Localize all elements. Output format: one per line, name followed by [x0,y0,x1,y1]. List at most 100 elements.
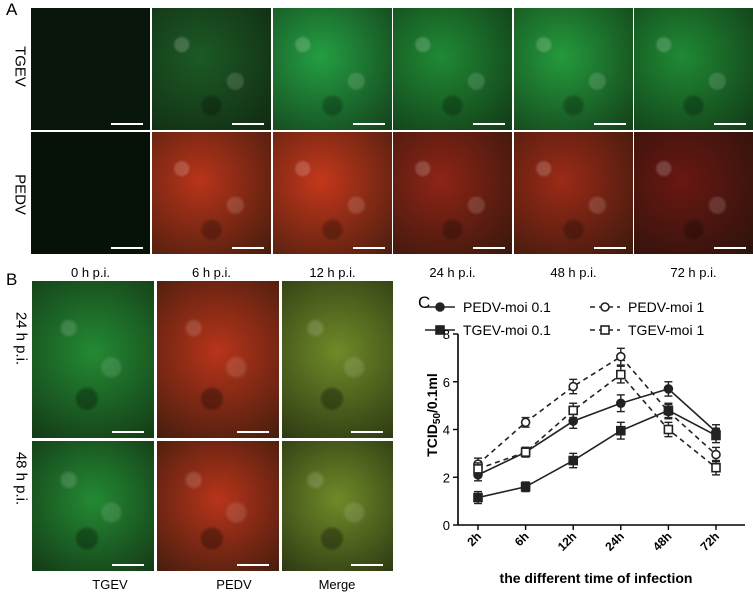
x-tick-label: 48h [650,529,675,554]
y-tick-label: 2 [443,470,450,485]
pedv-micrograph-4 [514,132,633,254]
scale-bar [473,247,505,249]
series-0 [473,381,721,482]
series-line-3 [477,373,717,470]
series-2 [473,402,721,505]
y-tick-label: 6 [443,375,450,390]
data-point [711,449,721,460]
legend-label: PEDV-moi 1 [628,299,704,315]
pedv-micrograph-3 [393,132,512,254]
scale-bar [353,247,385,249]
panel-label-a: A [6,0,18,19]
data-point [616,425,626,436]
tgev-micrograph-3 [393,8,512,130]
data-point [568,416,578,426]
col-label-merge: Merge [318,577,356,592]
merge-micrograph-48h [282,441,393,571]
legend-swatch-marker [435,302,445,312]
scale-bar [112,431,144,433]
pedv-micrograph-2 [273,132,392,254]
legend-swatch-marker [600,325,610,335]
x-tick-label: 24h [602,529,627,554]
data-point [473,492,483,503]
tgev-micrograph-5 [634,8,753,130]
pedv-micrograph-0 [31,132,150,254]
series-line-2 [477,409,717,499]
scale-bar [353,123,385,125]
pedv-micrograph-24h [157,281,279,438]
timepoint-label-5: 72 h p.i. [670,265,717,280]
tgev-micrograph-2 [273,8,392,130]
data-point [663,384,674,394]
data-point [663,405,674,416]
chart-legend: PEDV-moi 0.1 PEDV-moi 1 TGEV-moi 0.1 TGEV-m… [425,299,704,338]
scale-bar [351,564,383,566]
data-point [616,398,626,409]
scale-bar [111,247,143,249]
chart-axes: 0 2 4 6 8 2h 6h 12h 24h 48h 72h [443,327,745,554]
scale-bar [232,247,264,249]
panel-label-b: B [6,270,18,289]
scale-bar [473,123,505,125]
timepoint-label-2: 12 h p.i. [309,265,356,280]
scale-bar [112,564,144,566]
y-tick-label: 0 [443,518,450,533]
legend-label: TGEV-moi 1 [628,322,704,338]
pedv-micrograph-48h [157,441,279,571]
scale-bar [111,123,143,125]
legend-swatch-marker [600,302,610,312]
timepoint-label-0: 0 h p.i. [70,265,111,280]
series-line-1 [477,355,717,465]
merge-micrograph-24h [282,281,393,438]
data-point [711,430,721,441]
scale-bar [594,247,626,249]
scale-bar [237,564,269,566]
y-axis-label: TCID50/0.1ml [424,373,443,457]
scale-bar [351,431,383,433]
timepoint-label-1: 6 h p.i. [191,265,232,280]
tgev-micrograph-4 [514,8,633,130]
row-label-48h: 48 h p.i. [12,451,30,506]
data-point [520,447,531,457]
x-axis-label: the different time of infection [500,570,693,586]
tgev-micrograph-0 [31,8,150,130]
pedv-micrograph-1 [152,132,271,254]
x-tick-label: 12h [555,529,580,554]
x-tick-label: 2h [464,529,484,549]
pedv-micrograph-5 [634,132,753,254]
scale-bar [232,123,264,125]
x-tick-label: 6h [512,529,532,549]
scale-bar [714,247,746,249]
data-point [568,455,578,466]
tgev-micrograph-48h [32,441,154,571]
data-point [616,351,626,362]
data-point [568,381,578,392]
scale-bar [594,123,626,125]
row-label-tgev: TGEV [11,46,29,87]
series-line-0 [477,388,717,476]
series-1 [473,347,721,471]
timepoint-label-3: 24 h p.i. [429,265,476,280]
legend-label: TGEV-moi 0.1 [463,322,551,338]
legend-swatch-marker [435,325,445,335]
chart-series [473,347,721,505]
scale-bar [714,123,746,125]
row-label-pedv: PEDV [11,174,29,215]
row-label-24h: 24 h p.i. [12,311,30,366]
data-point [520,482,531,492]
col-label-tgev: TGEV [92,577,128,592]
data-point [568,405,578,416]
tgev-micrograph-1 [152,8,271,130]
growth-curve-chart: PEDV-moi 0.1 PEDV-moi 1 TGEV-moi 0.1 TGEV-m… [424,299,745,586]
data-point [616,369,626,380]
y-tick-label: 4 [443,423,450,438]
timepoint-label-4: 48 h p.i. [550,265,597,280]
data-point [663,424,674,435]
series-3 [473,365,721,476]
y-tick-label: 8 [443,327,450,342]
x-tick-label: 72h [698,529,723,554]
data-point [711,462,721,473]
data-point [473,464,483,474]
data-point [520,417,531,428]
col-label-pedv: PEDV [216,577,252,592]
